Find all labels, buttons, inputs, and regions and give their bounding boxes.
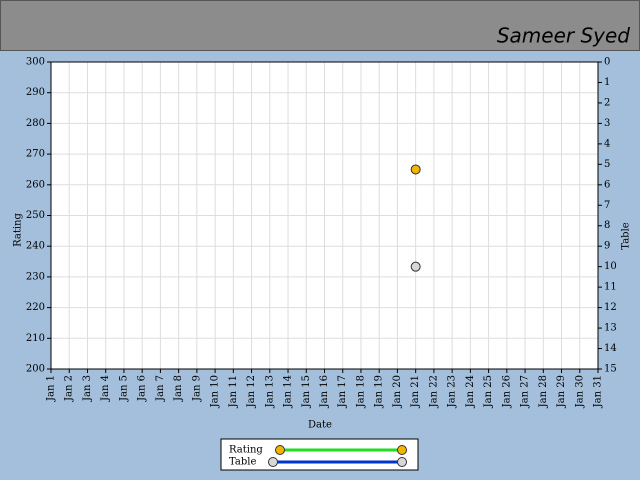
x-tick-label: Jan 28 — [538, 375, 549, 408]
y2-tick-label: 11 — [604, 282, 617, 293]
x-tick-label: Jan 22 — [428, 375, 439, 408]
x-tick-label: Jan 9 — [191, 375, 202, 402]
y2-axis-label: Table — [621, 222, 632, 249]
y2-tick-label: 12 — [604, 302, 617, 313]
y2-tick-label: 15 — [604, 364, 617, 375]
x-tick-label: Jan 24 — [465, 375, 476, 408]
legend-marker — [268, 457, 278, 467]
legend-label: Table — [229, 457, 256, 468]
x-tick-label: Jan 13 — [264, 375, 275, 408]
x-tick-label: Jan 8 — [173, 375, 184, 402]
y-tick-label: 210 — [26, 333, 45, 344]
x-tick-label: Jan 10 — [210, 375, 221, 408]
y-tick-label: 250 — [26, 210, 45, 221]
x-tick-label: Jan 5 — [118, 375, 129, 402]
x-tick-label: Jan 3 — [82, 375, 93, 402]
header — [0, 0, 640, 51]
y2-tick-label: 7 — [604, 200, 610, 211]
legend-label: Rating — [229, 445, 263, 456]
y-tick-label: 280 — [26, 118, 45, 129]
x-tick-label: Jan 2 — [64, 375, 75, 402]
y2-tick-label: 13 — [604, 323, 617, 334]
y2-tick-label: 6 — [604, 179, 610, 190]
y-axis-label: Rating — [13, 213, 24, 247]
x-tick-label: Jan 26 — [501, 375, 512, 408]
y-tick-label: 200 — [26, 364, 45, 375]
legend — [220, 438, 419, 471]
y2-tick-label: 5 — [604, 159, 610, 170]
y2-tick-label: 1 — [604, 77, 610, 88]
x-tick-label: Jan 12 — [246, 375, 257, 408]
x-tick-label: Jan 21 — [410, 375, 421, 408]
y2-tick-label: 2 — [604, 97, 610, 108]
y2-tick-label: 4 — [604, 138, 610, 149]
y2-tick-label: 8 — [604, 220, 610, 231]
y-tick-label: 290 — [26, 87, 45, 98]
y2-tick-label: 9 — [604, 241, 610, 252]
x-tick-label: Jan 18 — [355, 375, 366, 408]
x-tick-label: Jan 6 — [137, 375, 148, 402]
legend-marker — [397, 457, 407, 467]
y-tick-label: 230 — [26, 271, 45, 282]
x-tick-label: Jan 17 — [337, 375, 348, 408]
x-tick-label: Jan 25 — [483, 375, 494, 408]
x-tick-label: Jan 27 — [520, 375, 531, 408]
point — [410, 261, 421, 272]
x-tick-label: Jan 15 — [301, 375, 312, 408]
x-tick-label: Jan 19 — [374, 375, 385, 408]
x-tick-label: Jan 1 — [46, 375, 57, 402]
x-tick-label: Jan 14 — [283, 375, 294, 408]
x-tick-label: Jan 4 — [100, 375, 111, 402]
x-tick-label: Jan 30 — [574, 375, 585, 408]
y-tick-label: 260 — [26, 179, 45, 190]
y-tick-label: 300 — [26, 57, 45, 68]
x-axis-label: Date — [308, 420, 332, 431]
x-tick-label: Jan 29 — [556, 375, 567, 408]
y2-tick-label: 3 — [604, 118, 610, 129]
y-tick-label: 240 — [26, 241, 45, 252]
x-tick-label: Jan 23 — [447, 375, 458, 408]
x-tick-label: Jan 20 — [392, 375, 403, 408]
x-tick-label: Jan 11 — [228, 375, 239, 408]
y2-tick-label: 14 — [604, 343, 617, 354]
y-tick-label: 220 — [26, 302, 45, 313]
y-tick-label: 270 — [26, 149, 45, 160]
chart-title: Sameer Syed — [497, 24, 630, 48]
point — [410, 164, 421, 175]
legend-marker — [275, 445, 285, 455]
x-tick-label: Jan 7 — [155, 375, 166, 402]
legend-marker — [397, 445, 407, 455]
y2-tick-label: 10 — [604, 261, 617, 272]
marks — [410, 164, 421, 272]
x-tick-label: Jan 16 — [319, 375, 330, 408]
y2-tick-label: 0 — [604, 57, 610, 68]
x-tick-label: Jan 31 — [593, 375, 604, 408]
